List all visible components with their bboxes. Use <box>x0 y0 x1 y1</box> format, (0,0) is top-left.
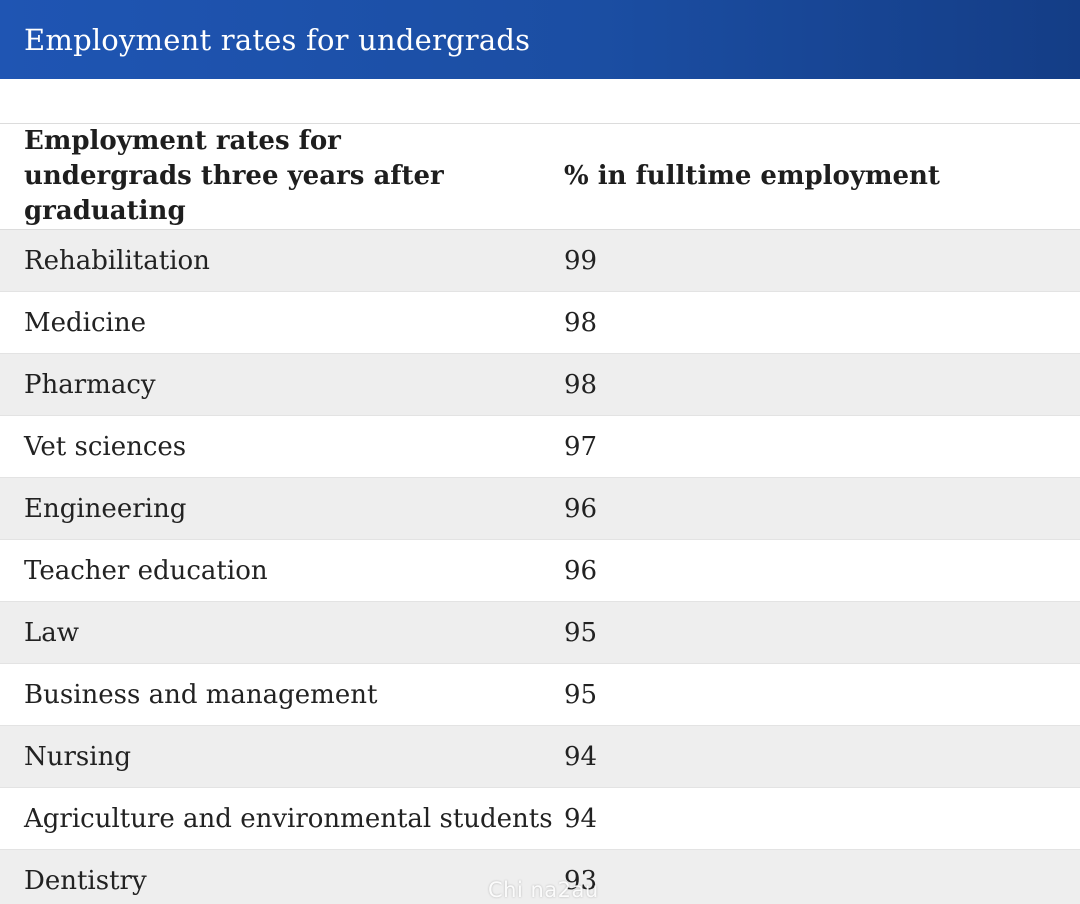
employment-percent-cell: 96 <box>540 539 1080 602</box>
employment-percent-cell: 98 <box>540 353 1080 416</box>
table-row: Agriculture and environmental students 94 <box>0 787 1080 850</box>
table-row: Rehabilitation 99 <box>0 229 1080 292</box>
table-row: Medicine 98 <box>0 291 1080 354</box>
employment-percent-cell: 95 <box>540 601 1080 664</box>
field-name-cell: Rehabilitation <box>0 229 540 292</box>
page-title: Employment rates for undergrads <box>24 22 531 57</box>
field-name-cell: Business and management <box>0 663 540 726</box>
field-name-cell: Dentistry <box>0 849 540 904</box>
table-row: Teacher education 96 <box>0 539 1080 602</box>
field-name-cell: Agriculture and environmental students <box>0 787 553 850</box>
field-name-cell: Engineering <box>0 477 540 540</box>
employment-percent-cell: 97 <box>540 415 1080 478</box>
table-header-row: Employment rates for undergrads three ye… <box>0 124 1080 230</box>
employment-percent-cell: 96 <box>540 477 1080 540</box>
employment-percent-cell: 94 <box>540 725 1080 788</box>
field-name-cell: Law <box>0 601 540 664</box>
table-row: Nursing 94 <box>0 725 1080 788</box>
employment-percent-cell: 98 <box>540 291 1080 354</box>
title-spacer <box>0 79 1080 124</box>
employment-percent-cell: 94 <box>540 787 1080 850</box>
table-row: Law 95 <box>0 601 1080 664</box>
table-body: Rehabilitation 99 Medicine 98 Pharmacy 98 Vet … <box>0 229 1080 904</box>
table-row: Business and management 95 <box>0 663 1080 726</box>
table-row: Engineering 96 <box>0 477 1080 540</box>
title-bar: Employment rates for undergrads <box>0 0 1080 79</box>
column-header-field: Employment rates for undergrads three ye… <box>0 124 540 230</box>
employment-percent-cell: 93 <box>540 849 1080 904</box>
field-name-cell: Nursing <box>0 725 540 788</box>
field-name-cell: Pharmacy <box>0 353 540 416</box>
table-row: Pharmacy 98 <box>0 353 1080 416</box>
watermark: Chi na2au <box>488 878 599 902</box>
field-name-cell: Vet sciences <box>0 415 540 478</box>
table-row: Dentistry 93 <box>0 849 1080 904</box>
employment-table: Employment rates for undergrads three ye… <box>0 124 1080 904</box>
field-name-cell: Medicine <box>0 291 540 354</box>
employment-percent-cell: 95 <box>540 663 1080 726</box>
column-header-percent: % in fulltime employment <box>540 124 1080 230</box>
table-row: Vet sciences 97 <box>0 415 1080 478</box>
field-name-cell: Teacher education <box>0 539 540 602</box>
employment-percent-cell: 99 <box>540 229 1080 292</box>
